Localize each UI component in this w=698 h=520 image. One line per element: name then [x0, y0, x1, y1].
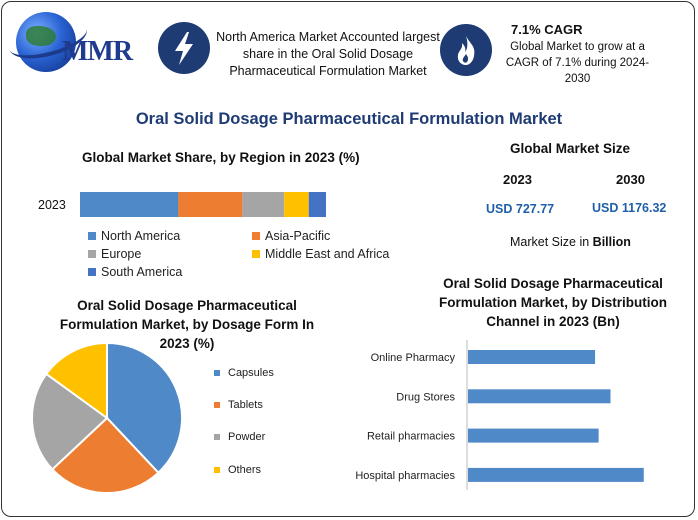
market-year-2030: 2030: [616, 172, 645, 187]
market-size-note: Market Size in Billion: [510, 235, 631, 249]
market-year-2023: 2023: [503, 172, 532, 187]
flame-icon: [440, 24, 492, 76]
region-category-label: 2023: [38, 198, 66, 212]
legend-europe: Europe: [88, 247, 141, 261]
market-value-2030: USD 1176.32: [592, 201, 667, 215]
pie-legend-tablets: Tablets: [214, 399, 263, 411]
region-bar-segment-3: [284, 192, 309, 217]
region-chart-title: Global Market Share, by Region in 2023 (…: [82, 150, 360, 165]
pie-legend-label: Powder: [228, 431, 266, 443]
globe-logo-icon: [16, 12, 76, 72]
pie-slice-capsules: [106, 341, 183, 475]
region-stacked-bar: [80, 192, 326, 217]
legend-swatch: [252, 250, 260, 258]
distribution-bar-0: [468, 350, 596, 364]
distribution-category-label: Retail pharmacies: [367, 431, 456, 443]
distribution-bar-3: [468, 467, 644, 482]
pie-legend-swatch: [214, 402, 220, 408]
legend-north-america: North America: [88, 229, 180, 243]
legend-label: Middle East and Africa: [265, 247, 390, 261]
pie-legend-label: Others: [228, 464, 262, 476]
legend-south-america: South America: [88, 265, 182, 279]
region-bar-segment-4: [308, 192, 326, 217]
legend-middle-east-africa: Middle East and Africa: [252, 247, 389, 261]
distribution-category-label: Drug Stores: [396, 391, 455, 403]
lightning-icon: [158, 22, 210, 74]
dosage-chart-title: Oral Solid Dosage Pharmaceutical Formula…: [59, 298, 315, 351]
brand-logo-text: MMR: [62, 36, 133, 67]
pie-slice-powder: [31, 372, 109, 471]
distribution-bar-2: [468, 428, 599, 443]
legend-asia-pacific: Asia-Pacific: [252, 229, 330, 243]
legend-label: Asia-Pacific: [265, 229, 331, 243]
pie-legend-others: Others: [214, 464, 261, 476]
pie-legend-powder: Powder: [214, 431, 265, 443]
distribution-bar-1: [468, 389, 611, 404]
header-box-1-text: North America Market Accounted largest s…: [216, 30, 440, 78]
main-title: Oral Solid Dosage Pharmaceutical Formula…: [135, 110, 563, 128]
distribution-chart-title: Oral Solid Dosage Pharmaceutical Formula…: [438, 276, 667, 329]
pie-slice-others: [44, 341, 108, 420]
pie-slice-tablets: [50, 416, 160, 494]
legend-swatch: [252, 232, 260, 240]
distribution-category-label: Hospital pharmacies: [355, 470, 455, 482]
pie-legend-swatch: [214, 467, 220, 473]
region-bar-segment-1: [178, 192, 243, 217]
pie-legend-label: Capsules: [228, 367, 274, 379]
market-value-2023: USD 727.77: [486, 202, 555, 216]
distribution-category-label: Online Pharmacy: [371, 352, 456, 364]
legend-swatch: [88, 268, 96, 276]
pie-legend-capsules: Capsules: [214, 367, 274, 379]
legend-swatch: [88, 232, 96, 240]
pie-legend-label: Tablets: [228, 399, 263, 411]
market-size-title: Global Market Size: [509, 141, 631, 156]
region-bar-segment-0: [80, 192, 179, 217]
market-size-note-unit: Billion: [592, 235, 631, 249]
legend-label: Europe: [101, 247, 142, 261]
pie-legend-swatch: [214, 370, 220, 376]
cagr-title: 7.1% CAGR: [511, 22, 583, 37]
cagr-text: Global Market to grow at a CAGR of 7.1% …: [505, 41, 650, 85]
dosage-pie-chart: [31, 341, 183, 494]
market-size-note-prefix: Market Size in: [510, 235, 593, 249]
legend-label: South America: [101, 265, 183, 279]
pie-legend-swatch: [214, 434, 220, 440]
legend-swatch: [88, 250, 96, 258]
legend-label: North America: [101, 229, 181, 243]
region-bar-segment-2: [242, 192, 285, 217]
distribution-bar-chart: Online Pharmacy Drug Stores Retail pharmac…: [355, 340, 644, 490]
